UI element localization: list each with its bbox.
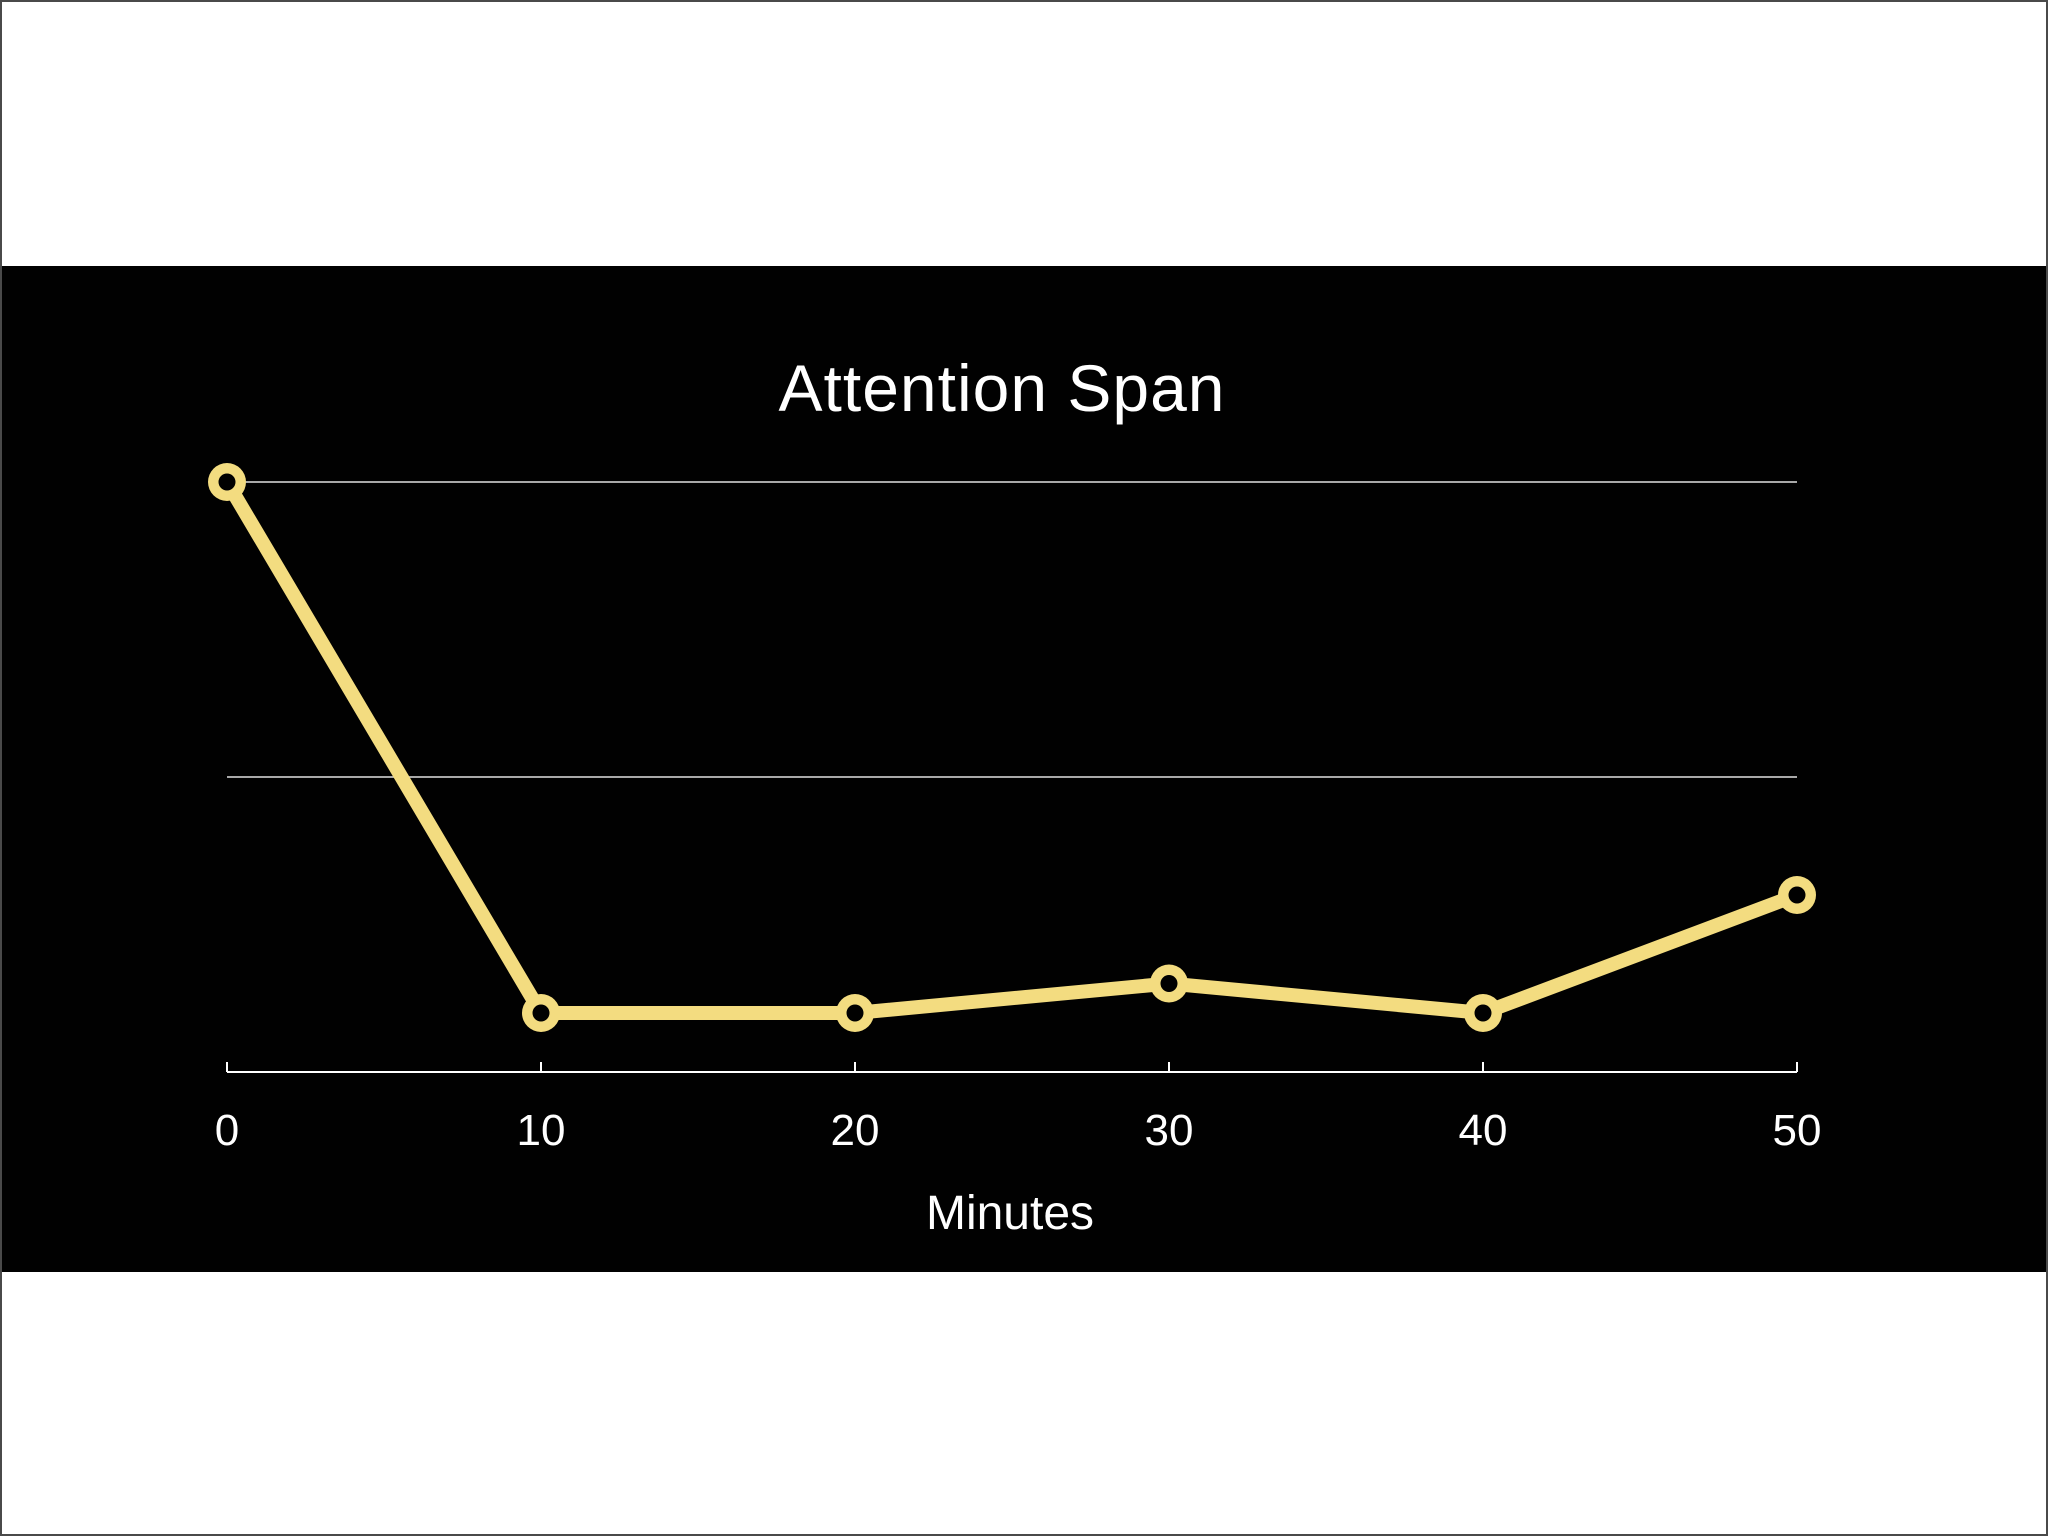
x-tick-label: 30 (1145, 1106, 1194, 1155)
x-tick-label: 40 (1459, 1106, 1508, 1155)
data-line (220, 478, 1800, 1020)
data-point-marker-hole (532, 1004, 550, 1022)
data-point-marker-hole (218, 473, 236, 491)
data-point-marker-hole (1160, 975, 1178, 992)
data-point-marker-hole (1788, 886, 1806, 904)
slide-panel (2, 266, 2046, 1272)
x-tick-label: 20 (831, 1106, 880, 1155)
x-axis-label: Minutes (925, 1187, 1095, 1240)
x-tick-label: 10 (517, 1106, 566, 1155)
x-tick-label: 0 (215, 1106, 239, 1155)
data-point-marker-hole (1474, 1004, 1492, 1022)
x-tick-label: 50 (1773, 1106, 1822, 1155)
data-point-marker-hole (846, 1004, 864, 1022)
chart-title: Attention Span (778, 351, 1226, 425)
